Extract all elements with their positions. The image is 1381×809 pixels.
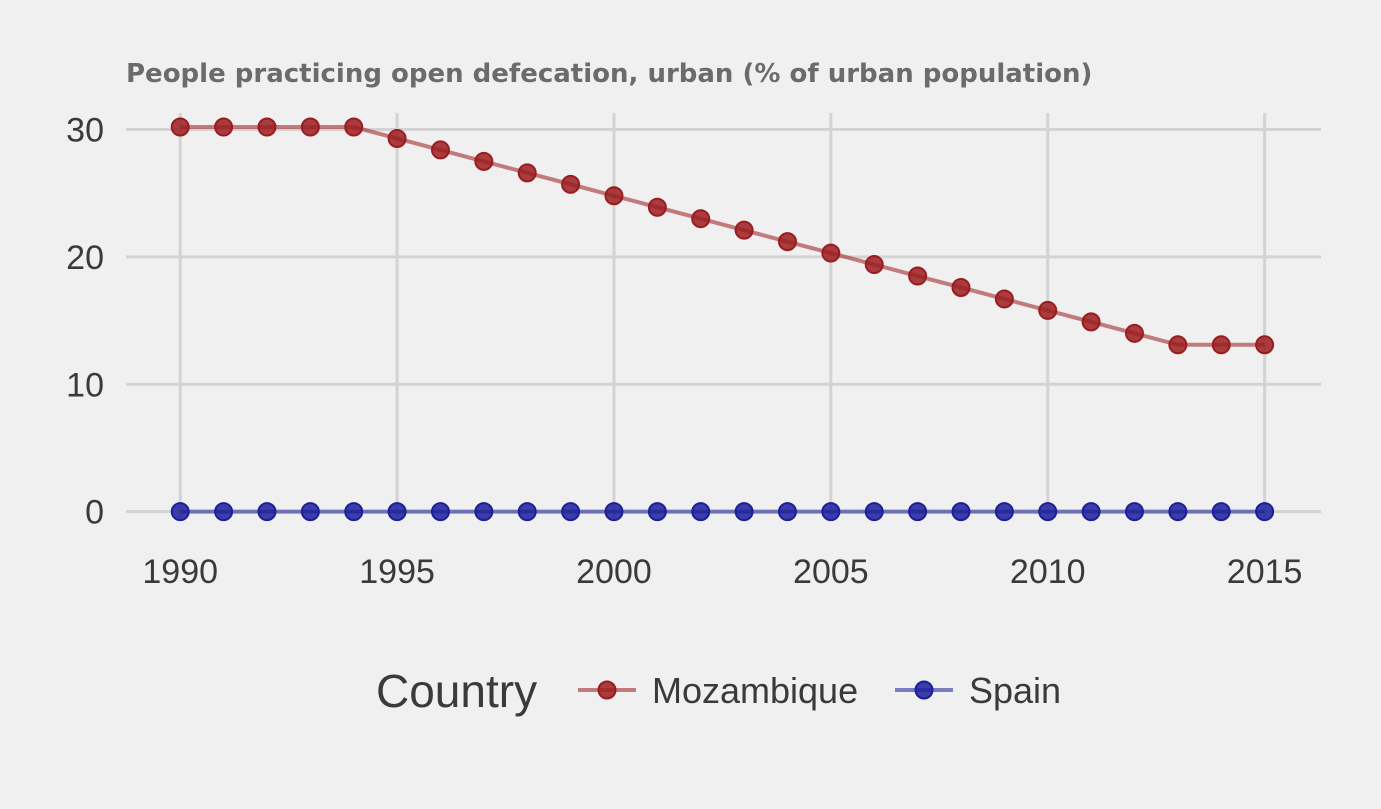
data-point [344, 502, 364, 522]
data-point [387, 502, 407, 522]
data-point [951, 502, 971, 522]
x-tick-label: 2000 [576, 553, 652, 591]
data-point [604, 186, 624, 206]
data-point [214, 502, 234, 522]
legend-label: Mozambique [652, 670, 858, 711]
data-point [561, 502, 581, 522]
data-point [951, 277, 971, 297]
chart-title: People practicing open defecation, urban… [126, 59, 1092, 89]
data-point [1081, 312, 1101, 332]
data-point [864, 255, 884, 275]
data-point [908, 266, 928, 286]
data-point [170, 117, 190, 137]
legend: Country Mozambique Spain [376, 665, 1061, 717]
data-point [994, 289, 1014, 309]
data-point [1168, 335, 1188, 355]
legend-item-mozambique: Mozambique [578, 670, 858, 711]
data-point [1081, 502, 1101, 522]
data-point [257, 117, 277, 137]
legend-items: Mozambique Spain [578, 670, 1061, 711]
x-tick-label: 2005 [793, 553, 869, 591]
data-point [517, 163, 537, 183]
data-point [170, 502, 190, 522]
series-mozambique [170, 117, 1275, 355]
legend-label: Spain [969, 670, 1061, 711]
data-point [1255, 335, 1275, 355]
data-point [257, 502, 277, 522]
x-tick-label: 1990 [142, 553, 218, 591]
data-point [430, 502, 450, 522]
data-point [1168, 502, 1188, 522]
data-point [1038, 300, 1058, 320]
data-point [647, 502, 667, 522]
data-point [734, 220, 754, 240]
axis-labels: 0 10 20 30 1990 1995 2000 2005 2010 2015 [66, 112, 1302, 591]
data-point [344, 117, 364, 137]
data-point [517, 502, 537, 522]
legend-title: Country [376, 665, 537, 717]
data-point [821, 502, 841, 522]
data-point [300, 117, 320, 137]
data-point [474, 151, 494, 171]
x-tick-label: 2015 [1227, 553, 1303, 591]
data-point [647, 197, 667, 217]
y-tick-label: 30 [66, 112, 104, 150]
data-point [474, 502, 494, 522]
data-point [777, 502, 797, 522]
series-line [180, 125, 1265, 347]
y-tick-label: 0 [85, 494, 104, 532]
series-spain [170, 502, 1275, 522]
series-layer [170, 117, 1275, 522]
data-point [430, 140, 450, 160]
x-tick-label: 1995 [359, 553, 435, 591]
x-tick-label: 2010 [1010, 553, 1086, 591]
legend-marker [914, 680, 934, 700]
data-point [691, 209, 711, 229]
data-point [821, 243, 841, 263]
data-point [1124, 502, 1144, 522]
data-point [214, 117, 234, 137]
data-point [561, 174, 581, 194]
grid-layer [126, 113, 1321, 518]
legend-item-spain: Spain [895, 670, 1061, 711]
data-point [1124, 323, 1144, 343]
data-point [734, 502, 754, 522]
data-point [777, 232, 797, 252]
data-point [691, 502, 711, 522]
y-tick-label: 20 [66, 239, 104, 277]
data-point [604, 502, 624, 522]
legend-marker [597, 680, 617, 700]
data-point [864, 502, 884, 522]
data-point [300, 502, 320, 522]
data-point [1038, 502, 1058, 522]
y-tick-label: 10 [66, 366, 104, 404]
data-point [387, 128, 407, 148]
data-point [1211, 502, 1231, 522]
data-point [908, 502, 928, 522]
data-point [1211, 335, 1231, 355]
data-point [994, 502, 1014, 522]
data-point [1255, 502, 1275, 522]
